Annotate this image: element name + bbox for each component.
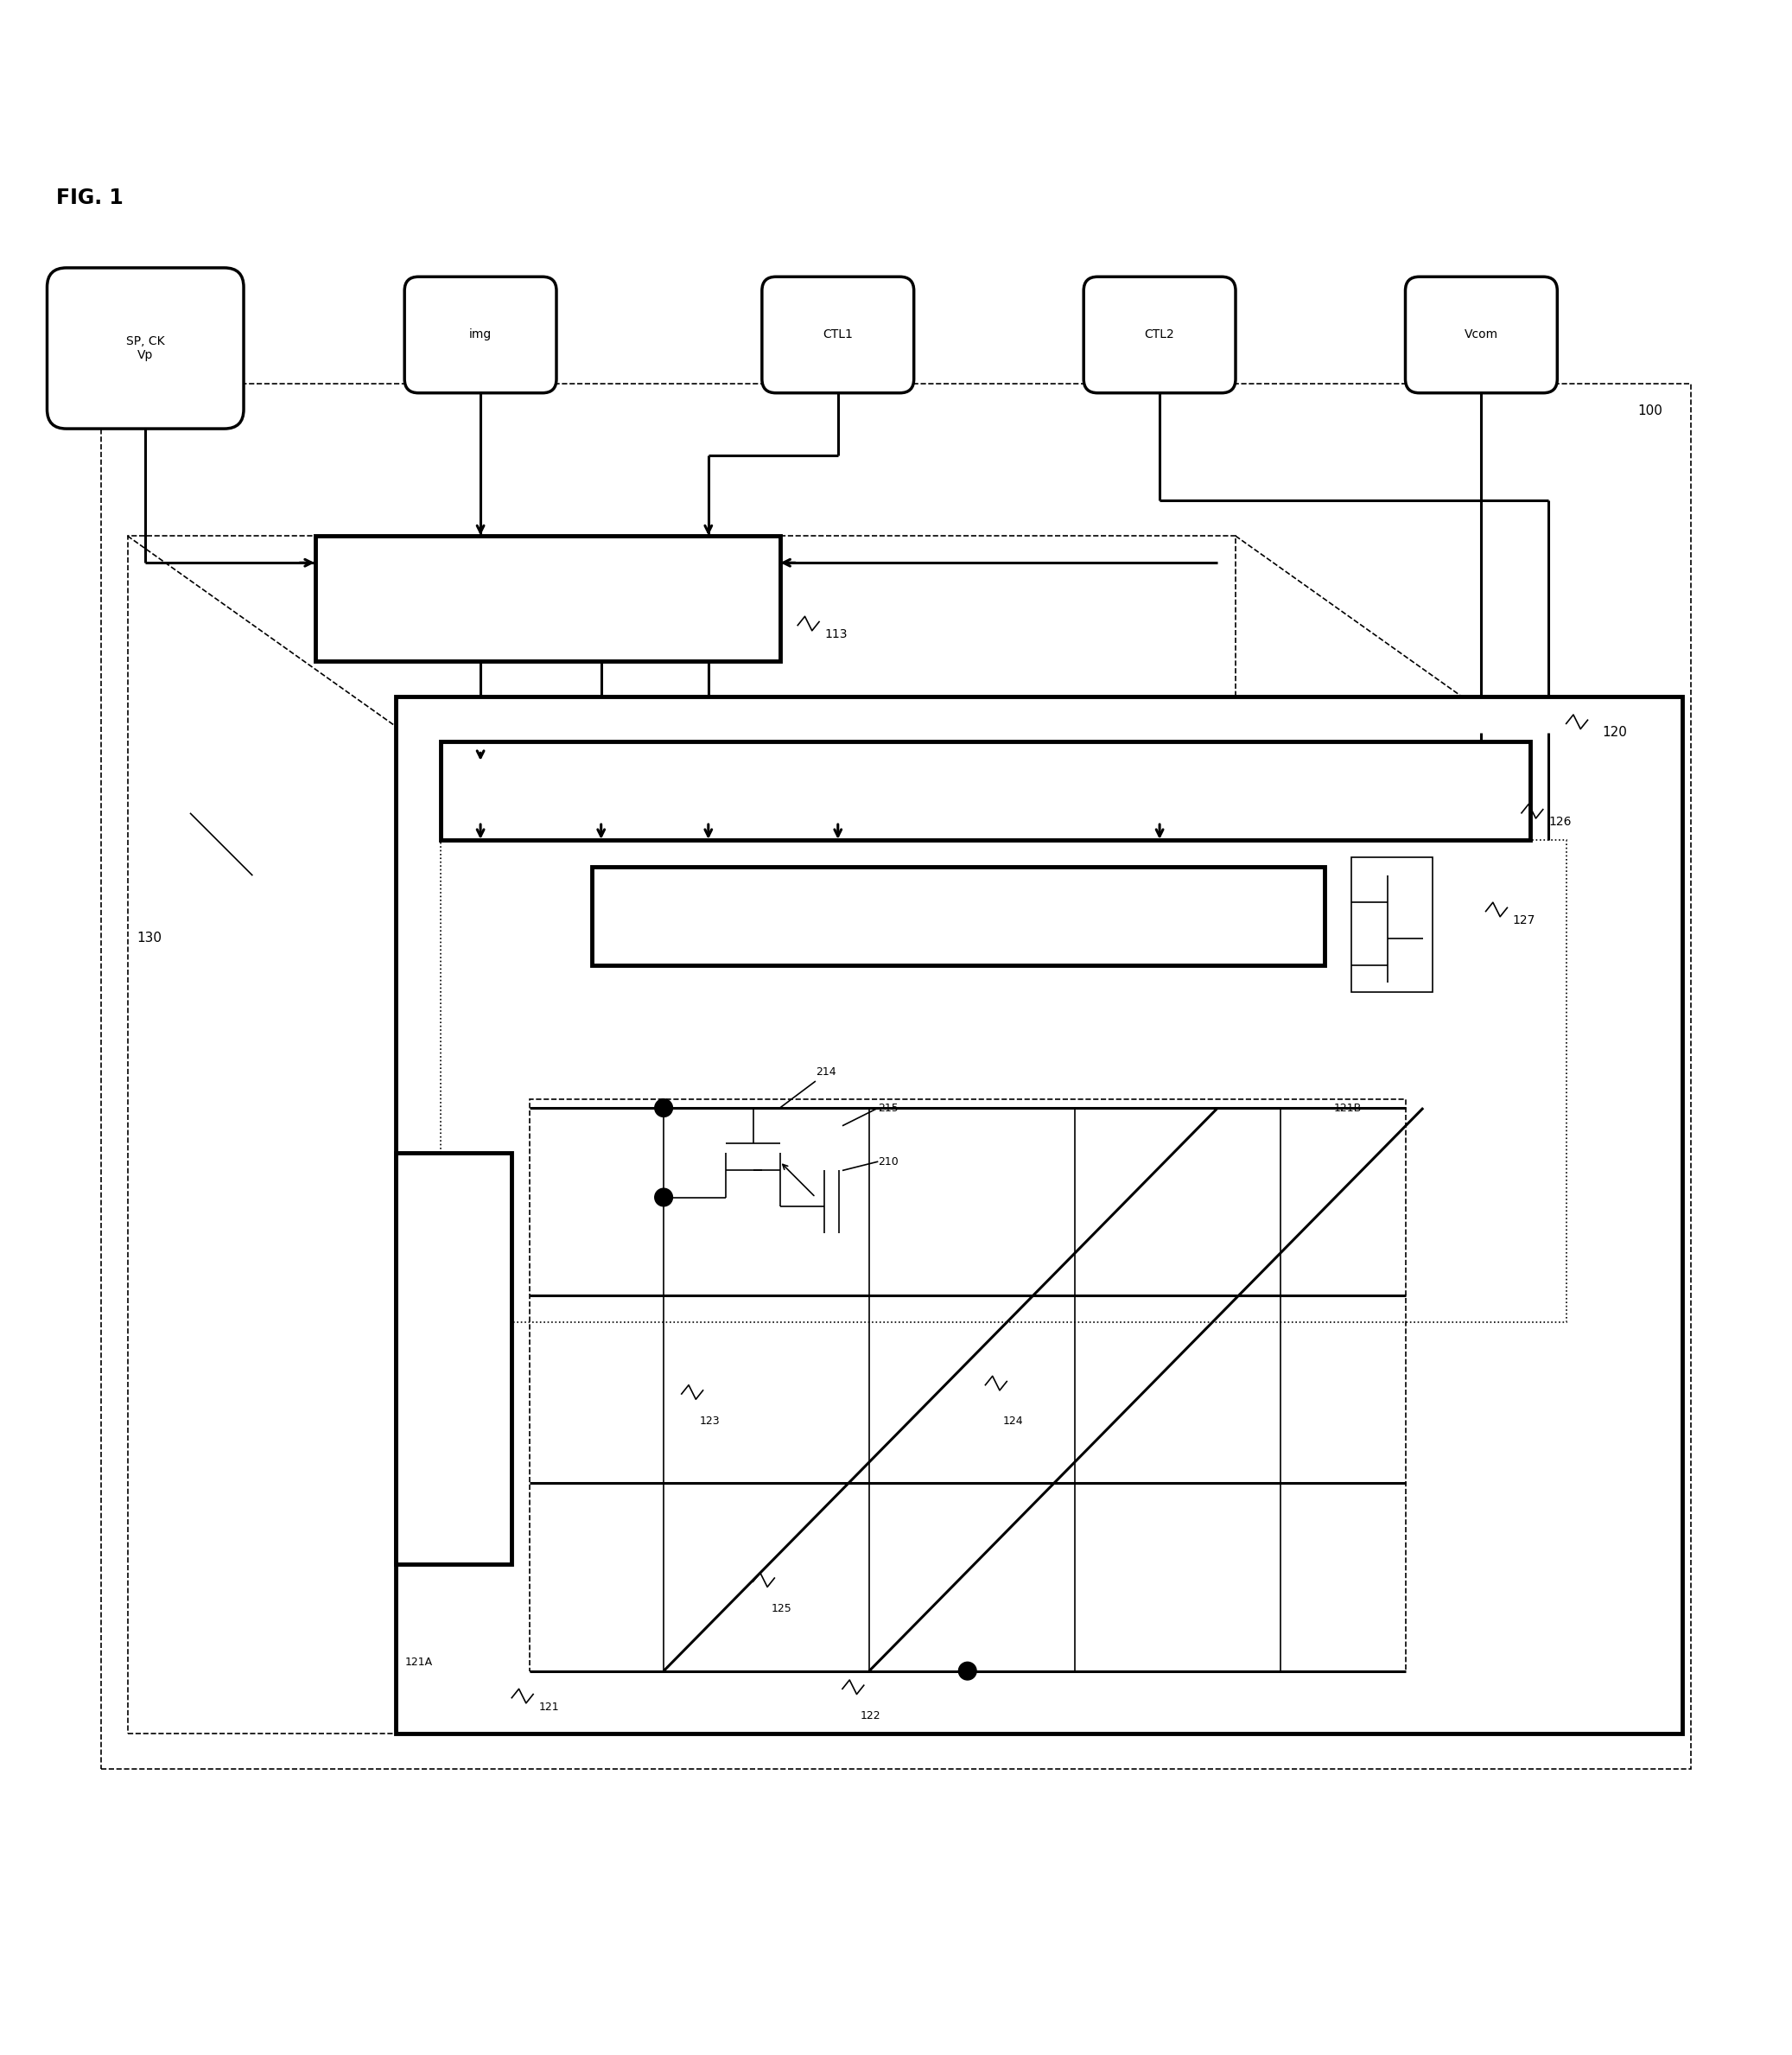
Circle shape bbox=[654, 1099, 672, 1116]
Circle shape bbox=[959, 1662, 977, 1679]
Bar bbox=[127, 536, 1235, 1734]
Text: CTL2: CTL2 bbox=[1145, 329, 1174, 341]
Bar bbox=[441, 742, 1530, 840]
Text: 214: 214 bbox=[815, 1067, 837, 1077]
FancyBboxPatch shape bbox=[1405, 277, 1557, 393]
Bar bbox=[591, 867, 1324, 966]
Text: FIG. 1: FIG. 1 bbox=[56, 187, 124, 208]
Bar bbox=[441, 840, 1566, 1323]
FancyBboxPatch shape bbox=[1084, 277, 1235, 393]
Text: 210: 210 bbox=[878, 1157, 898, 1167]
Text: 130: 130 bbox=[136, 931, 161, 945]
Text: 120: 120 bbox=[1602, 725, 1627, 740]
Text: 126: 126 bbox=[1548, 816, 1572, 828]
Bar bbox=[396, 1153, 513, 1564]
Text: 215: 215 bbox=[878, 1101, 898, 1114]
FancyBboxPatch shape bbox=[762, 277, 914, 393]
Text: 123: 123 bbox=[699, 1416, 720, 1426]
Bar bbox=[315, 536, 780, 662]
Text: 127: 127 bbox=[1512, 914, 1536, 927]
Text: 124: 124 bbox=[1004, 1416, 1023, 1426]
Bar bbox=[530, 1099, 1405, 1671]
Text: img: img bbox=[470, 329, 491, 341]
Text: Vcom: Vcom bbox=[1464, 329, 1498, 341]
Text: CTL1: CTL1 bbox=[823, 329, 853, 341]
Text: 121: 121 bbox=[539, 1702, 559, 1712]
Text: 121B: 121B bbox=[1333, 1101, 1362, 1114]
Bar bbox=[1351, 857, 1432, 993]
Text: 125: 125 bbox=[771, 1603, 792, 1613]
FancyBboxPatch shape bbox=[47, 267, 244, 429]
Text: SP, CK
Vp: SP, CK Vp bbox=[125, 335, 165, 362]
Bar bbox=[396, 697, 1683, 1734]
FancyBboxPatch shape bbox=[405, 277, 557, 393]
Circle shape bbox=[654, 1188, 672, 1206]
Text: 122: 122 bbox=[860, 1710, 880, 1722]
Text: 121A: 121A bbox=[405, 1656, 432, 1669]
Text: 100: 100 bbox=[1638, 405, 1663, 417]
Text: 113: 113 bbox=[824, 629, 848, 641]
Bar bbox=[100, 384, 1692, 1769]
